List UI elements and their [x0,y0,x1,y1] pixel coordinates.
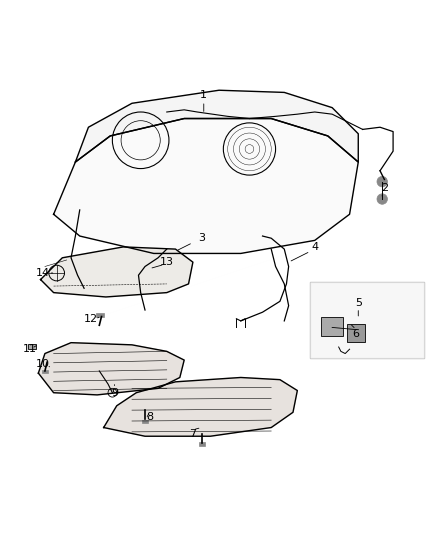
Circle shape [377,194,388,204]
Bar [198,442,205,446]
Polygon shape [39,343,184,395]
Circle shape [377,176,388,187]
Bar [96,313,104,317]
Text: 5: 5 [355,298,362,309]
Bar [28,344,36,349]
Text: 14: 14 [35,268,50,278]
Text: 4: 4 [311,242,318,252]
Text: 1: 1 [200,90,207,100]
Text: 2: 2 [381,183,388,193]
Bar [321,317,343,336]
Bar [311,282,424,358]
Bar [347,325,365,342]
Polygon shape [53,118,358,254]
Text: 7: 7 [189,429,197,439]
Bar [142,419,148,423]
Text: 6: 6 [353,329,360,339]
Polygon shape [104,377,297,436]
Bar [42,370,48,373]
Text: 8: 8 [146,411,153,422]
Text: 11: 11 [23,344,37,354]
Polygon shape [311,282,424,358]
Polygon shape [41,247,193,297]
Polygon shape [75,90,358,162]
Text: 12: 12 [84,314,98,324]
Text: 3: 3 [198,233,205,243]
Text: 9: 9 [111,387,118,398]
Text: 10: 10 [36,359,50,369]
Text: 13: 13 [160,257,174,267]
